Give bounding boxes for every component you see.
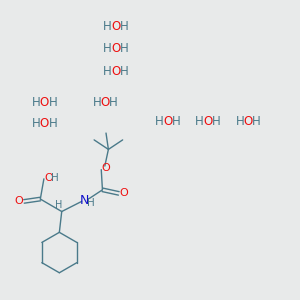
Text: O: O	[45, 173, 54, 183]
Text: O: O	[163, 115, 172, 128]
Text: H: H	[172, 115, 181, 128]
Text: H: H	[103, 20, 112, 33]
Text: H: H	[120, 65, 128, 78]
Text: H: H	[55, 200, 62, 210]
Text: O: O	[40, 96, 49, 109]
Text: O: O	[203, 115, 213, 128]
Text: H: H	[32, 96, 40, 109]
Text: H: H	[120, 42, 128, 56]
Text: H: H	[51, 173, 58, 183]
Text: O: O	[111, 20, 120, 33]
Text: H: H	[252, 115, 261, 128]
Text: N: N	[79, 194, 89, 207]
Text: H: H	[93, 96, 101, 109]
Text: H: H	[212, 115, 221, 128]
Text: H: H	[32, 117, 40, 130]
Text: O: O	[101, 96, 110, 109]
Text: H: H	[155, 115, 164, 128]
Text: O: O	[40, 117, 49, 130]
Text: H: H	[48, 117, 57, 130]
Text: O: O	[102, 164, 110, 173]
Text: H: H	[120, 20, 128, 33]
Text: O: O	[120, 188, 128, 198]
Text: O: O	[244, 115, 253, 128]
Text: H: H	[103, 65, 112, 78]
Text: H: H	[103, 42, 112, 56]
Text: H: H	[195, 115, 204, 128]
Text: H: H	[87, 198, 94, 208]
Text: O: O	[111, 65, 120, 78]
Text: O: O	[111, 42, 120, 56]
Text: H: H	[110, 96, 118, 109]
Text: O: O	[14, 196, 23, 206]
Text: H: H	[48, 96, 57, 109]
Text: H: H	[236, 115, 244, 128]
